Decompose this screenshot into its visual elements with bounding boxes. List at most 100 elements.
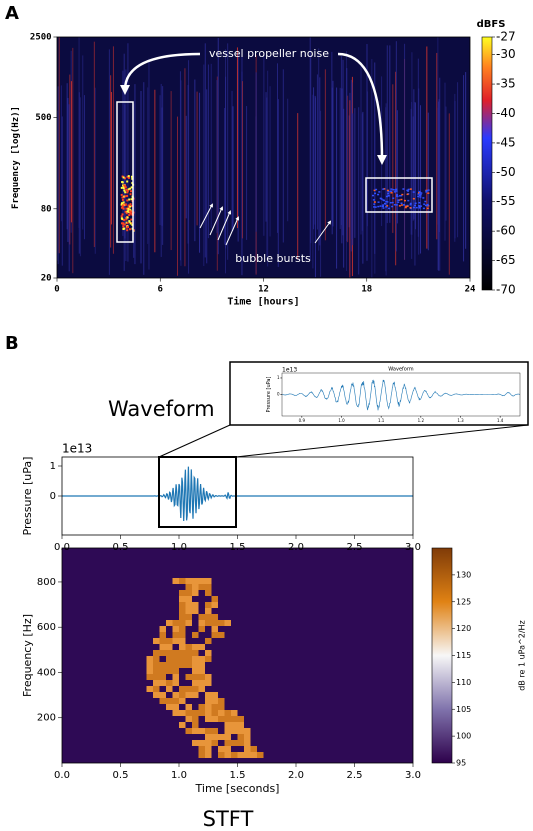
hot-spot — [122, 203, 125, 206]
stft-cell — [211, 728, 218, 734]
stft-cell — [198, 740, 205, 746]
hot-spot — [397, 199, 400, 202]
hot-spot — [422, 197, 425, 199]
hot-spot — [392, 188, 395, 191]
stft-cell — [205, 680, 212, 686]
stft-cell — [185, 692, 192, 698]
stft-cell — [198, 674, 205, 680]
stft-cell — [211, 740, 218, 746]
hot-spot — [121, 196, 124, 199]
y-tick-label: 600 — [37, 622, 56, 633]
hot-spot — [418, 206, 421, 208]
hot-spot — [373, 206, 376, 208]
hot-spot — [386, 205, 389, 207]
y-tick-label: 20 — [41, 274, 52, 284]
stft-cell — [172, 632, 179, 638]
stft-cell — [192, 608, 199, 614]
stft-cell — [172, 638, 179, 644]
hot-spot — [126, 199, 129, 202]
stft-cell — [218, 632, 225, 638]
hot-spot — [129, 222, 132, 225]
streak — [316, 74, 318, 230]
x-tick-label: 0 — [54, 284, 59, 294]
stft-cell — [146, 668, 153, 674]
streak — [297, 113, 299, 260]
hot-spot — [375, 188, 378, 191]
stft-cell — [211, 716, 218, 722]
stft-cell — [211, 602, 218, 608]
hot-spot — [419, 205, 422, 207]
hot-spot — [129, 209, 132, 212]
stft-cell — [166, 704, 173, 710]
hot-spot — [130, 198, 133, 201]
x-tick-label: 1.5 — [230, 770, 246, 781]
streak — [267, 70, 269, 267]
stft-cell — [205, 656, 212, 662]
hot-spot — [122, 228, 125, 231]
stft-cell — [237, 728, 244, 734]
stft-cell — [172, 692, 179, 698]
hot-spot — [127, 175, 130, 178]
stft-cell — [211, 614, 218, 620]
hot-spot — [124, 203, 127, 206]
stft-cell — [198, 614, 205, 620]
streak — [265, 92, 267, 222]
stft-cell — [205, 752, 212, 758]
hot-spot — [425, 190, 428, 192]
hot-spot — [121, 181, 124, 184]
arrow — [199, 203, 213, 229]
streak — [78, 37, 80, 228]
stft-cell — [211, 626, 218, 632]
y-tick-label: 80 — [41, 204, 52, 214]
stft-cell — [179, 626, 186, 632]
stft-cell — [198, 746, 205, 752]
stft-cell — [205, 710, 212, 716]
hot-spot — [120, 193, 123, 196]
hot-spot — [128, 220, 131, 223]
colorbar-tick-label: 100 — [456, 732, 471, 741]
x-tick-label: 1.0 — [171, 542, 187, 553]
stft-cell — [237, 722, 244, 728]
colorbar-label: dB re 1 uPa^2/Hz — [518, 620, 527, 690]
hot-spot — [427, 189, 430, 191]
hot-spot — [123, 218, 126, 221]
stft-cell — [205, 740, 212, 746]
streak — [348, 115, 350, 228]
streak — [346, 68, 348, 242]
stft-cell — [153, 674, 160, 680]
stft-cell — [192, 662, 199, 668]
x-tick-label: 1.3 — [457, 418, 464, 423]
streak — [414, 102, 416, 230]
colorbar-tick-label: 130 — [456, 570, 471, 579]
hot-spot — [129, 205, 132, 208]
streak — [347, 95, 349, 243]
stft-cell — [198, 644, 205, 650]
y-tick-label: 400 — [37, 667, 56, 678]
colorbar-tick-label: -35 — [496, 77, 516, 91]
hot-spot — [385, 195, 388, 198]
streak — [277, 99, 279, 267]
hot-spot — [377, 193, 380, 196]
hot-spot — [405, 205, 408, 208]
stft-cell — [198, 752, 205, 758]
stft-cell — [166, 668, 173, 674]
streak — [336, 87, 338, 269]
stft-cell — [205, 578, 212, 584]
stft-cell — [159, 644, 166, 650]
stft-cell — [166, 638, 173, 644]
stft-cell — [179, 620, 186, 626]
hot-spot — [407, 188, 410, 191]
streak — [207, 64, 209, 239]
stft-cell — [205, 698, 212, 704]
x-tick-label: 2.5 — [347, 770, 363, 781]
y-axis-label: Pressure [uPa] — [266, 377, 272, 413]
hot-spot — [379, 197, 382, 200]
colorbar-tick-label: -60 — [496, 224, 516, 238]
hot-spot — [122, 204, 125, 207]
y-axis-label: Pressure [uPa] — [21, 457, 34, 536]
stft-cell — [211, 692, 218, 698]
hot-spot — [126, 216, 129, 219]
streak — [224, 107, 226, 245]
x-tick-label: 1.4 — [497, 418, 504, 423]
stft-cell — [198, 656, 205, 662]
